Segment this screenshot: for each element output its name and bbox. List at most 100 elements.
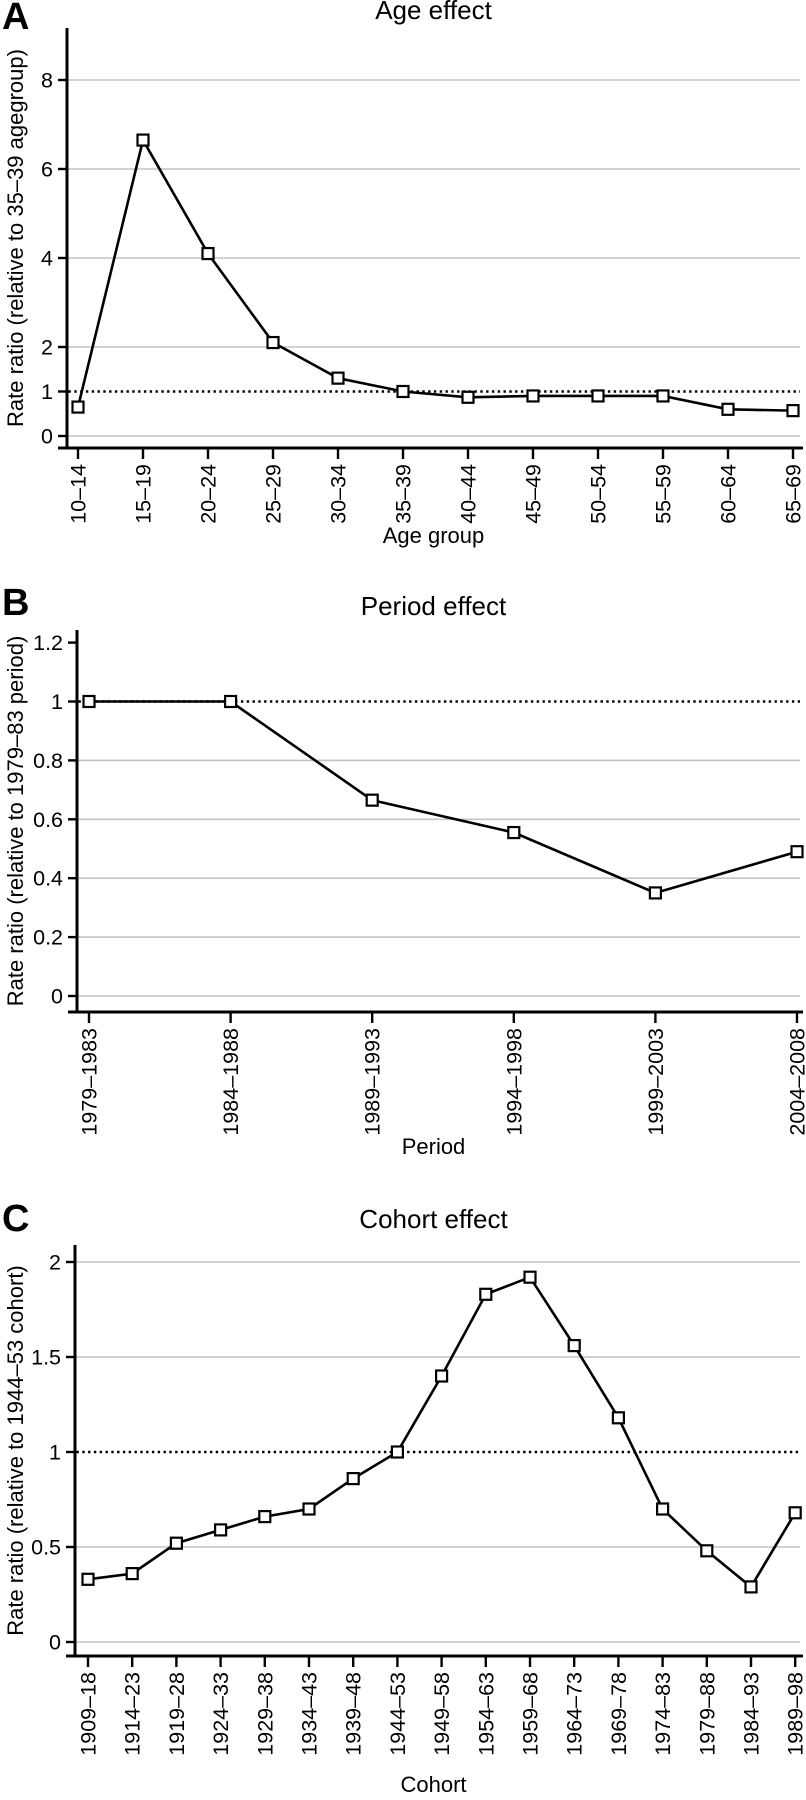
x-tick-label: 1909–18 — [77, 1672, 101, 1756]
data-marker — [331, 371, 345, 385]
data-marker — [744, 1580, 758, 1594]
x-tick-label: 1979–1983 — [78, 1028, 102, 1136]
x-tick-label: 1989–1993 — [361, 1028, 385, 1136]
chart-title-cohort: Cohort effect — [359, 1204, 508, 1234]
x-tick-label: 1994–1998 — [502, 1028, 526, 1136]
panel-letter-a: A — [2, 0, 30, 38]
data-marker — [346, 1472, 360, 1486]
x-tick-label: 1964–73 — [563, 1672, 587, 1756]
x-tick-label: 1949–58 — [430, 1672, 454, 1756]
panel-letter-c: C — [2, 1198, 30, 1240]
data-marker — [258, 1510, 272, 1524]
y-tick-label: 2 — [49, 1251, 61, 1275]
x-tick-label: 1944–53 — [386, 1672, 410, 1756]
x-tick-label: 35–39 — [392, 464, 416, 524]
x-tick-label: 1984–1988 — [219, 1028, 243, 1136]
x-tick-label: 2004–2008 — [786, 1028, 806, 1136]
data-marker — [266, 335, 280, 350]
y-tick-label: 6 — [41, 158, 53, 182]
data-marker — [81, 1572, 95, 1586]
x-tick-label: 1919–28 — [165, 1672, 189, 1756]
data-marker — [655, 1502, 670, 1516]
y-tick-label: 1.5 — [31, 1346, 61, 1370]
x-tick-label: 1934–43 — [298, 1672, 322, 1756]
x-tick-label: 60–64 — [717, 464, 741, 524]
data-marker — [396, 384, 410, 399]
data-marker — [461, 390, 475, 404]
x-tick-label: 1984–93 — [740, 1672, 764, 1756]
data-marker — [71, 400, 85, 414]
data-line — [89, 700, 798, 895]
data-marker — [591, 389, 605, 403]
x-tick-label: 45–49 — [522, 464, 546, 524]
x-tick-label: 1939–48 — [342, 1672, 366, 1756]
y-tick-label: 4 — [41, 247, 53, 271]
y-tick-label: 1 — [41, 380, 53, 404]
x-tick-label: 15–19 — [132, 464, 156, 524]
data-marker — [611, 1411, 626, 1425]
data-marker — [224, 694, 238, 709]
y-tick-label: 0 — [41, 425, 53, 449]
y-tick-label: 0 — [49, 1631, 61, 1655]
data-marker — [136, 133, 150, 147]
x-tick-label: 1929–38 — [253, 1672, 277, 1756]
x-tick-label: 50–54 — [587, 464, 611, 524]
x-tick-label: 65–69 — [782, 464, 806, 524]
data-line — [87, 1275, 797, 1589]
x-tick-label: 1959–68 — [519, 1672, 543, 1756]
data-line — [76, 136, 794, 412]
x-axis-label-age: Age group — [382, 523, 485, 548]
period-effect-chart: 0 0.2 0.4 0.6 0.8 1 1.2 1979–1983 1984–1988 1989–… — [33, 630, 806, 1136]
x-tick-label: 30–34 — [327, 464, 351, 524]
x-tick-label: 1924–33 — [209, 1672, 233, 1756]
data-marker — [125, 1567, 139, 1581]
data-marker — [390, 1445, 404, 1459]
y-tick-label: 8 — [41, 69, 53, 93]
x-tick-label: 10–14 — [67, 464, 91, 524]
age-effect-chart: 0 1 2 4 6 8 10–14 15–19 20–24 25–29 30–34 35–39 40–4… — [41, 28, 806, 524]
data-marker — [214, 1523, 228, 1537]
chart-title-age: Age effect — [375, 0, 492, 25]
data-marker — [721, 402, 735, 416]
data-marker — [169, 1536, 183, 1550]
x-tick-label: 1914–23 — [121, 1672, 145, 1756]
y-tick-label: 0.6 — [33, 808, 63, 832]
y-tick-label: 0.5 — [31, 1536, 61, 1560]
data-marker — [700, 1544, 714, 1558]
y-tick-label: 1 — [51, 690, 63, 714]
x-tick-label: 1989–98 — [784, 1672, 806, 1756]
chart-title-period: Period effect — [360, 591, 507, 621]
x-tick-label: 1979–88 — [695, 1672, 719, 1756]
x-tick-label: 40–44 — [457, 464, 481, 524]
x-axis-label-cohort: Cohort — [400, 1772, 467, 1797]
data-marker — [786, 404, 800, 418]
data-marker — [365, 793, 379, 807]
data-marker — [567, 1338, 581, 1353]
y-tick-label: 0 — [51, 985, 63, 1009]
data-marker — [790, 845, 804, 859]
panel-letter-b: B — [2, 582, 30, 624]
x-axis-label-period: Period — [401, 1134, 466, 1159]
data-marker — [526, 389, 540, 403]
x-tick-label: 1974–83 — [651, 1672, 675, 1756]
x-tick-label: 20–24 — [197, 464, 221, 524]
data-marker — [435, 1369, 449, 1383]
y-tick-label: 0.8 — [33, 749, 63, 773]
y-tick-label: 0.4 — [33, 867, 63, 891]
y-tick-label: 0.2 — [33, 926, 63, 950]
y-tick-label: 1 — [49, 1441, 61, 1465]
x-tick-label: 55–59 — [652, 464, 676, 524]
data-marker — [656, 389, 670, 403]
data-marker — [302, 1502, 316, 1516]
data-marker — [648, 886, 663, 900]
y-tick-label: 1.2 — [33, 631, 63, 655]
data-marker — [523, 1270, 537, 1284]
data-marker — [82, 694, 96, 709]
data-marker — [201, 246, 215, 261]
data-marker — [507, 825, 521, 840]
data-marker — [479, 1287, 493, 1301]
x-tick-label: 25–29 — [262, 464, 286, 524]
y-tick-label: 2 — [41, 336, 53, 360]
data-marker — [788, 1506, 802, 1520]
x-tick-label: 1969–78 — [607, 1672, 631, 1756]
